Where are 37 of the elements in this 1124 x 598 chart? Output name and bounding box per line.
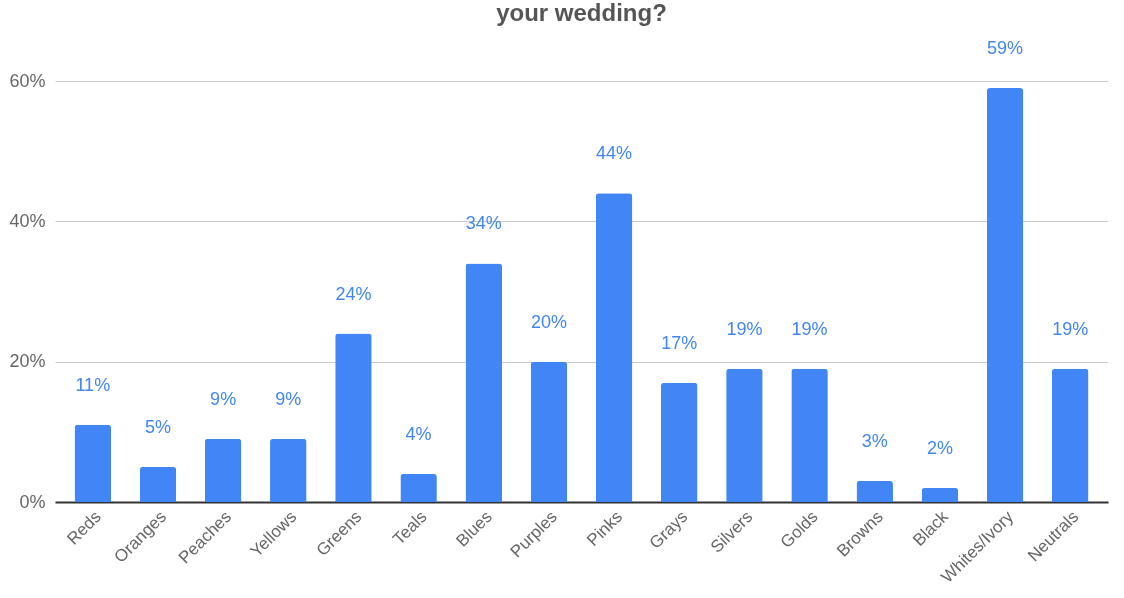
data-label: 9%: [210, 388, 237, 409]
data-label: 44%: [596, 143, 633, 164]
y-tick-label: 40%: [9, 210, 46, 231]
data-label: 3%: [861, 430, 888, 451]
y-tick-label: 0%: [19, 491, 46, 512]
bar: [74, 424, 112, 502]
bar: [856, 480, 893, 502]
bar: [1051, 368, 1089, 502]
data-label: 4%: [405, 423, 432, 444]
bar: [986, 88, 1024, 502]
data-label: 5%: [144, 416, 171, 437]
bar: [791, 368, 828, 502]
bar: [139, 466, 177, 502]
data-label: 19%: [791, 318, 828, 339]
bar: [530, 361, 568, 502]
bar: [661, 382, 698, 502]
data-label: 34%: [465, 213, 502, 234]
data-label: 2%: [926, 437, 953, 458]
chart-title: your wedding?: [496, 0, 667, 27]
bar: [270, 438, 307, 502]
data-label: 19%: [726, 318, 763, 339]
bar: [726, 368, 763, 502]
bar: [921, 487, 959, 502]
bar: [595, 193, 633, 502]
bar: [465, 263, 502, 502]
data-label: 17%: [661, 332, 698, 353]
data-label: 24%: [335, 283, 372, 304]
y-tick-label: 20%: [9, 351, 46, 372]
bar: [335, 333, 372, 502]
data-label: 59%: [987, 38, 1024, 59]
data-label: 11%: [75, 374, 111, 395]
bar: [204, 438, 242, 502]
data-label: 19%: [1052, 318, 1089, 339]
data-label: 20%: [530, 311, 567, 332]
data-label: 9%: [275, 388, 302, 409]
bar: [400, 473, 437, 502]
y-tick-label: 60%: [9, 70, 46, 91]
